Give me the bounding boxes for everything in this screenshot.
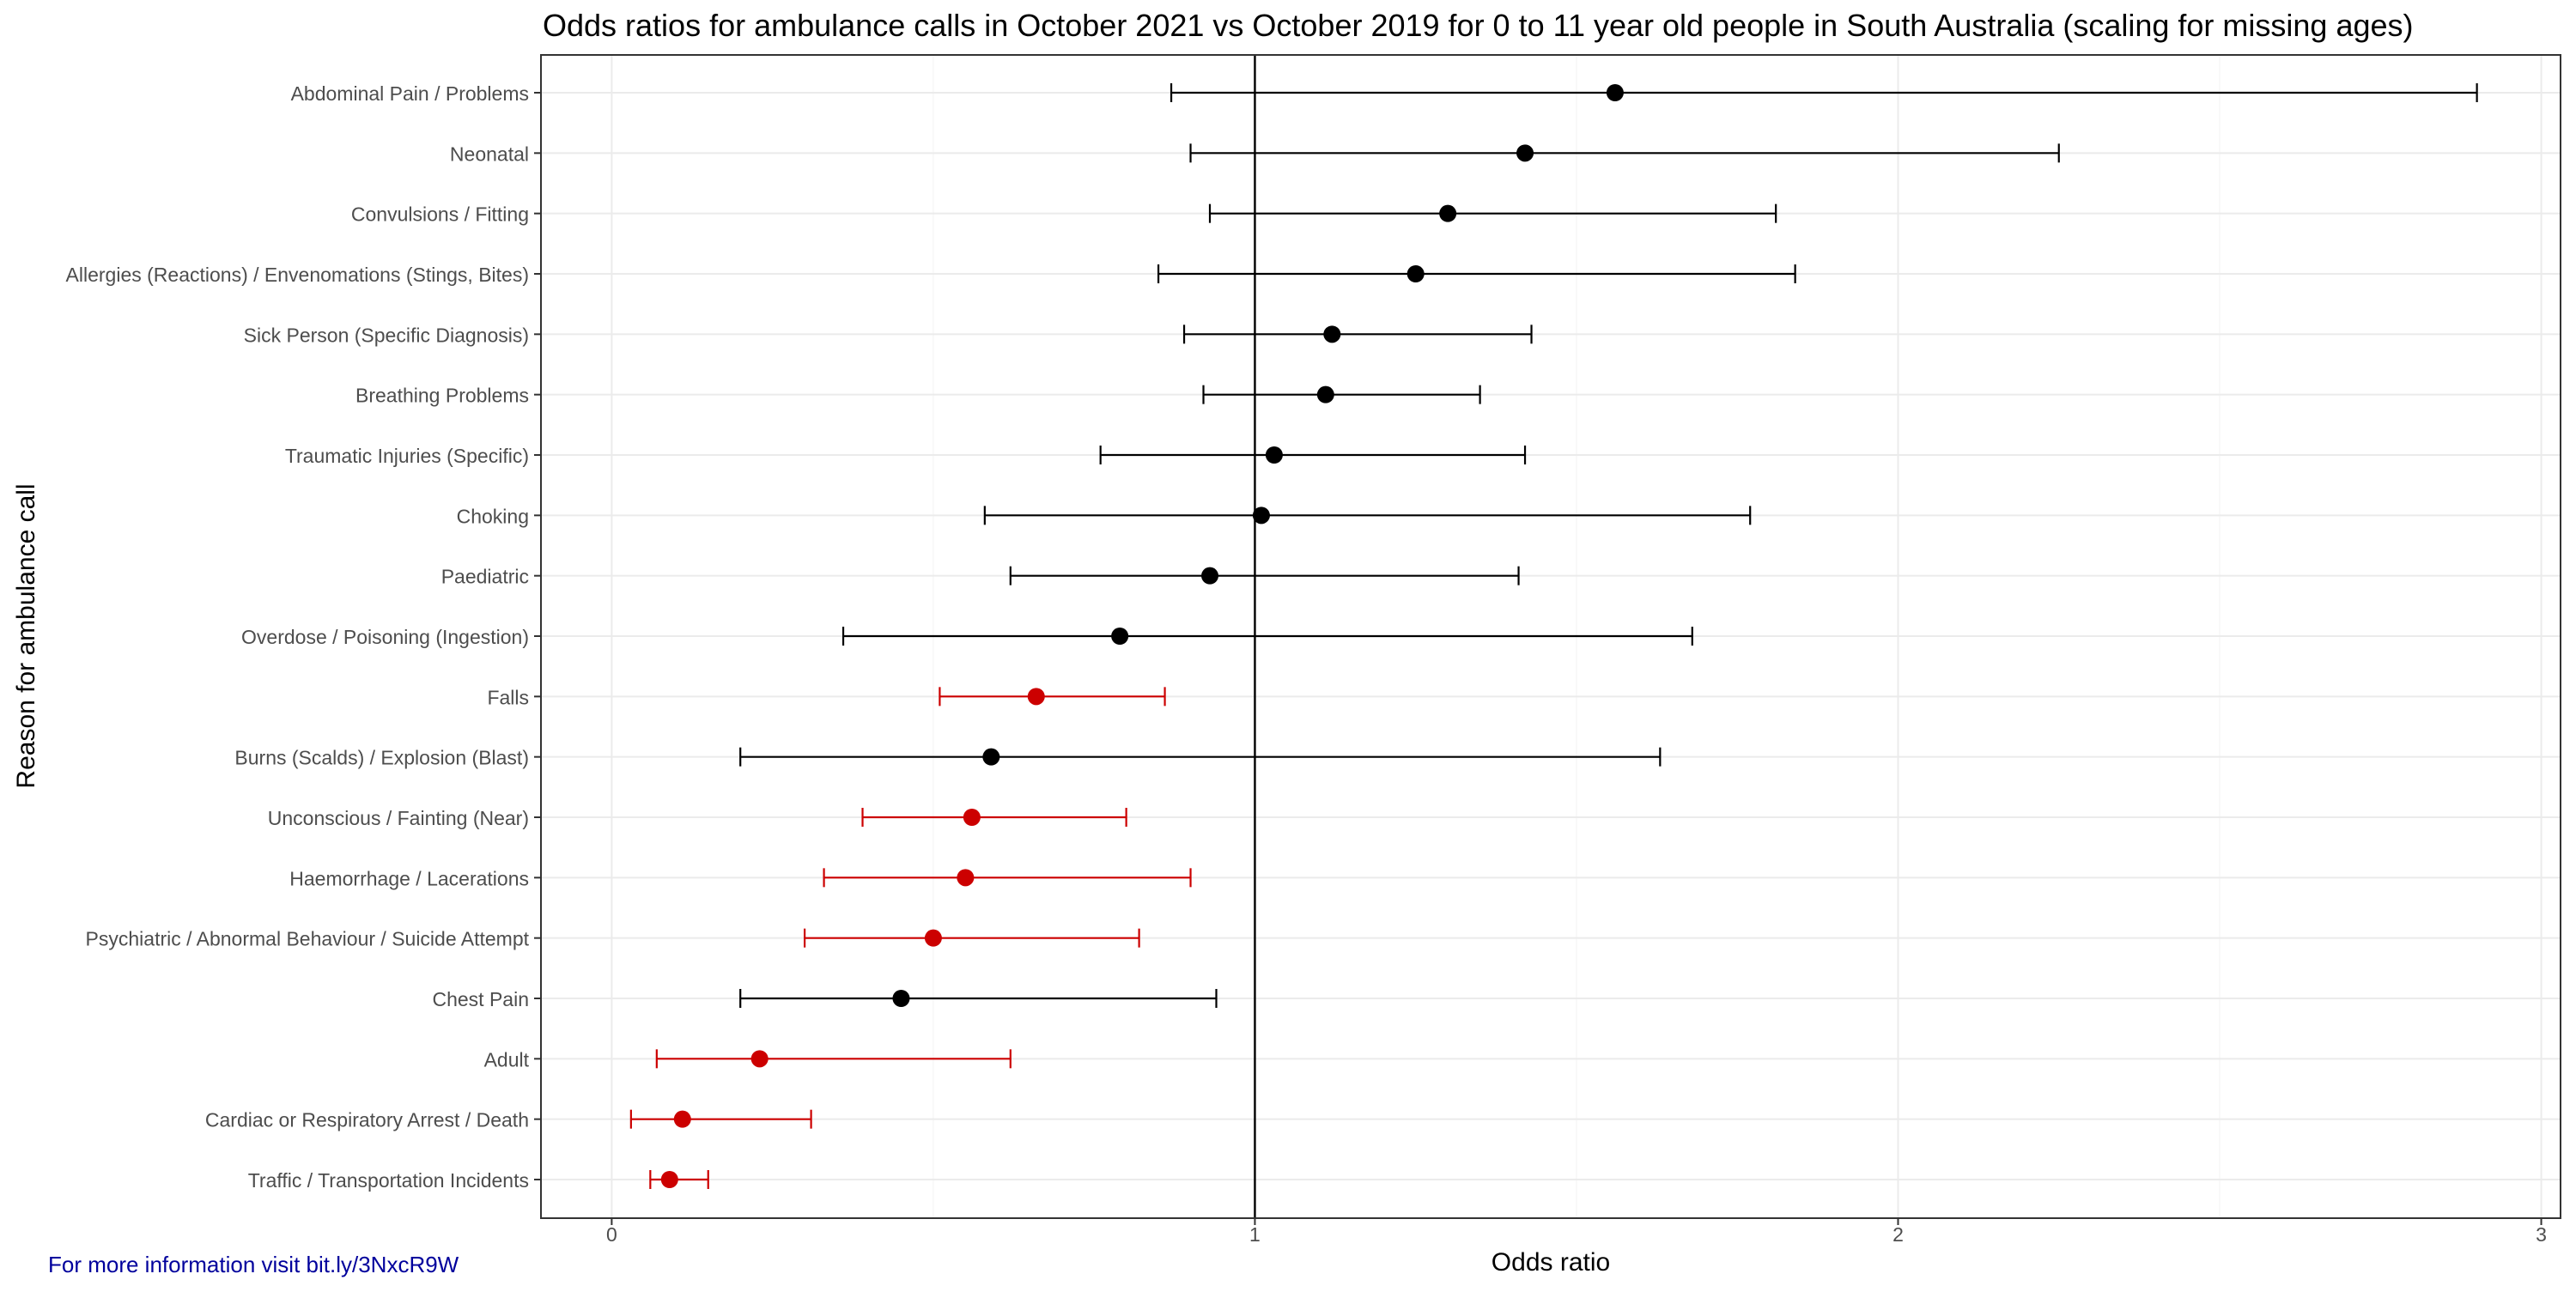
x-tick-label: 0 xyxy=(606,1223,617,1246)
odds-ratio-point xyxy=(1439,204,1457,222)
y-tick-label: Psychiatric / Abnormal Behaviour / Suici… xyxy=(86,928,530,950)
y-tick-layer: Abdominal Pain / Problems Neonatal Convuls… xyxy=(66,82,541,1192)
odds-ratio-point xyxy=(1027,688,1045,706)
y-tick-label: Haemorrhage / Lacerations xyxy=(289,867,529,889)
y-tick-label: Allergies (Reactions) / Envenomations (S… xyxy=(66,264,529,286)
confidence-interval-layer xyxy=(629,83,2478,1189)
odds-ratio-point xyxy=(982,748,1000,766)
x-tick-label: 1 xyxy=(1249,1223,1261,1246)
odds-ratio-point xyxy=(750,1050,769,1068)
odds-ratio-point xyxy=(1201,567,1219,585)
odds-ratio-point xyxy=(1516,144,1534,162)
y-tick-label: Chest Pain xyxy=(432,988,529,1010)
odds-ratio-point xyxy=(660,1171,678,1188)
y-tick-label: Abdominal Pain / Problems xyxy=(291,82,529,105)
y-tick-label: Unconscious / Fainting (Near) xyxy=(268,807,529,829)
odds-ratio-point xyxy=(1316,385,1334,403)
y-tick-label: Overdose / Poisoning (Ingestion) xyxy=(241,626,529,648)
odds-ratio-point xyxy=(963,809,981,826)
odds-ratio-point xyxy=(1265,446,1283,464)
odds-ratio-point xyxy=(673,1110,691,1128)
y-tick-label: Traumatic Injuries (Specific) xyxy=(285,445,529,467)
y-tick-label: Cardiac or Respiratory Arrest / Death xyxy=(205,1109,529,1131)
y-tick-label: Choking xyxy=(457,505,529,527)
odds-ratio-point xyxy=(1252,506,1270,525)
point-layer xyxy=(660,84,1624,1188)
y-tick-label: Convulsions / Fitting xyxy=(351,203,529,226)
footer-link-text[interactable]: For more information visit bit.ly/3NxcR9… xyxy=(48,1252,459,1277)
y-tick-label: Breathing Problems xyxy=(355,385,529,407)
odds-ratio-point xyxy=(924,929,942,947)
odds-ratio-point xyxy=(892,990,910,1007)
odds-ratio-point xyxy=(1606,84,1624,101)
odds-ratio-point xyxy=(1323,325,1341,343)
chart-title: Odds ratios for ambulance calls in Octob… xyxy=(543,8,2414,43)
y-tick-label: Adult xyxy=(484,1048,530,1071)
x-tick-label: 2 xyxy=(1893,1223,1904,1246)
y-axis-label: Reason for ambulance call xyxy=(12,483,40,788)
y-tick-label: Paediatric xyxy=(441,566,529,588)
odds-ratio-point xyxy=(1406,265,1425,282)
y-tick-label: Traffic / Transportation Incidents xyxy=(248,1169,529,1192)
y-tick-label: Burns (Scalds) / Explosion (Blast) xyxy=(234,747,529,769)
y-tick-label: Neonatal xyxy=(450,143,529,165)
y-tick-label: Sick Person (Specific Diagnosis) xyxy=(244,324,529,346)
x-tick-layer: 0 1 2 3 xyxy=(606,1218,2547,1246)
x-tick-label: 3 xyxy=(2536,1223,2547,1246)
y-tick-label: Falls xyxy=(487,686,529,708)
odds-ratio-point xyxy=(957,869,975,887)
odds-ratio-point xyxy=(1111,628,1129,645)
x-axis-label: Odds ratio xyxy=(1492,1248,1610,1277)
